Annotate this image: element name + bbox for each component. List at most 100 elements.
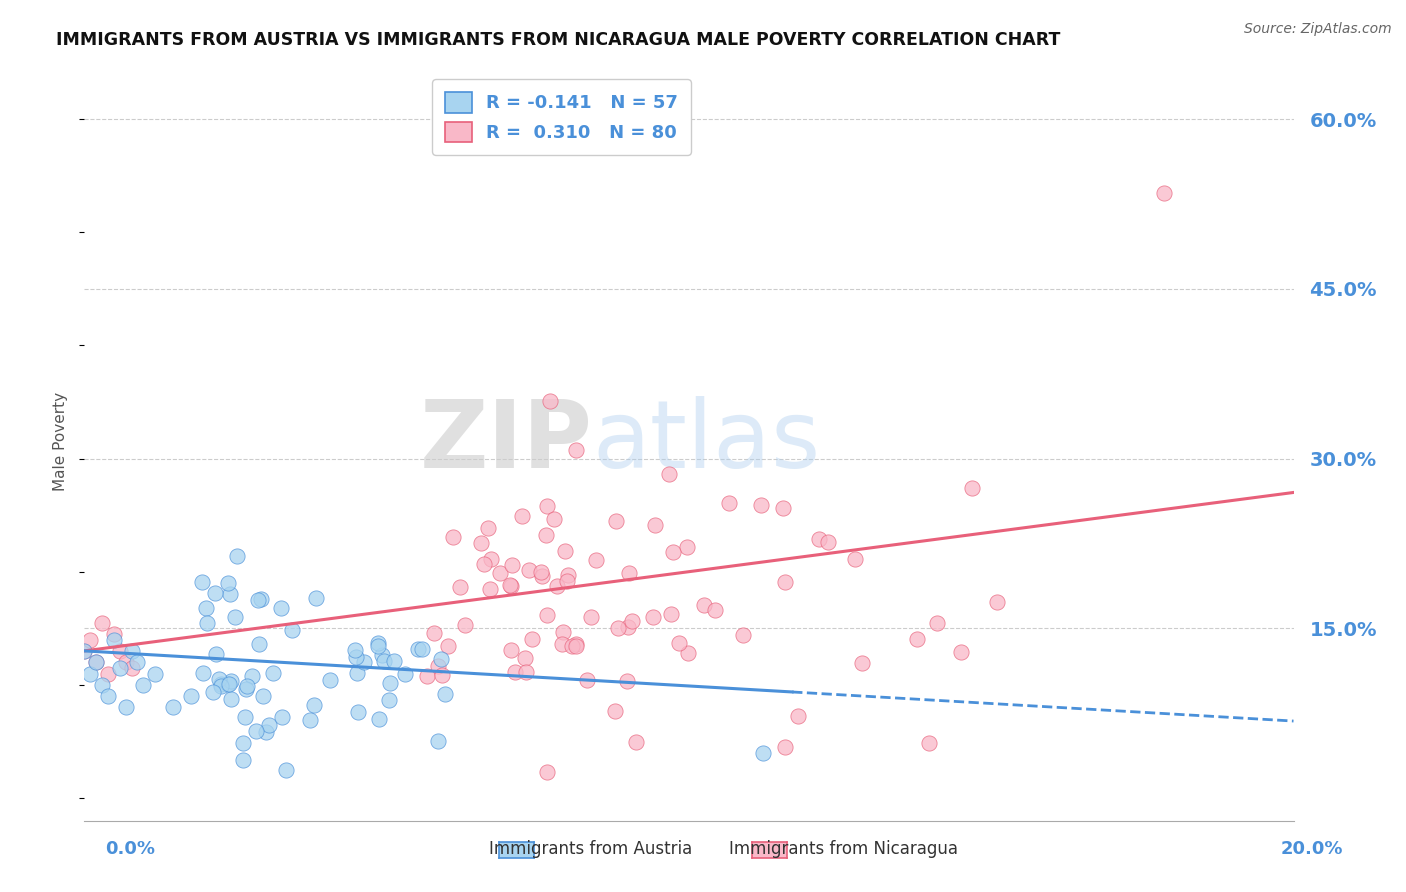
Point bbox=[262, 666, 284, 681]
Point bbox=[717, 495, 740, 509]
Point bbox=[406, 642, 429, 657]
Point bbox=[73, 644, 96, 658]
Point bbox=[299, 713, 322, 727]
Point bbox=[235, 682, 257, 697]
Point bbox=[515, 665, 537, 680]
Point bbox=[503, 665, 526, 679]
Text: atlas: atlas bbox=[592, 395, 821, 488]
Point bbox=[605, 704, 627, 718]
Point bbox=[254, 725, 277, 739]
Point bbox=[605, 514, 627, 528]
Point bbox=[319, 673, 342, 688]
Point bbox=[565, 442, 588, 457]
Point bbox=[368, 712, 391, 726]
Point bbox=[108, 644, 131, 658]
Point bbox=[844, 551, 866, 566]
Point bbox=[786, 708, 808, 723]
Y-axis label: Male Poverty: Male Poverty bbox=[53, 392, 69, 491]
Point bbox=[79, 632, 101, 647]
Point bbox=[773, 575, 796, 590]
Point bbox=[693, 599, 716, 613]
Point bbox=[644, 517, 666, 532]
Point bbox=[441, 530, 464, 544]
Point bbox=[751, 746, 773, 760]
Point bbox=[224, 610, 246, 624]
Point bbox=[226, 549, 249, 564]
Point bbox=[606, 621, 628, 635]
Point bbox=[731, 627, 754, 641]
Point bbox=[235, 710, 257, 724]
Point bbox=[209, 680, 232, 694]
Point bbox=[209, 677, 232, 691]
Point bbox=[143, 666, 166, 681]
Point bbox=[103, 632, 125, 647]
Point bbox=[905, 632, 928, 646]
Point bbox=[353, 655, 375, 669]
Point bbox=[659, 607, 682, 621]
Point bbox=[520, 632, 543, 647]
Point bbox=[817, 535, 839, 549]
Point bbox=[162, 700, 184, 714]
Point bbox=[581, 609, 603, 624]
Text: Immigrants from Nicaragua: Immigrants from Nicaragua bbox=[730, 840, 957, 858]
Point bbox=[217, 576, 239, 591]
Point bbox=[97, 689, 120, 703]
Point bbox=[232, 736, 254, 750]
Point bbox=[621, 614, 644, 628]
Point bbox=[108, 661, 131, 675]
Point bbox=[191, 575, 214, 590]
Point bbox=[564, 639, 586, 653]
Text: ZIP: ZIP bbox=[419, 395, 592, 488]
Point bbox=[619, 566, 641, 580]
Point bbox=[749, 499, 772, 513]
Point bbox=[217, 677, 239, 691]
Point bbox=[477, 520, 499, 534]
Point bbox=[536, 499, 558, 513]
Point bbox=[377, 693, 399, 707]
Point bbox=[543, 512, 565, 526]
Point bbox=[529, 565, 551, 579]
Point bbox=[73, 644, 96, 658]
Point bbox=[427, 659, 450, 673]
Point bbox=[257, 718, 280, 732]
Point bbox=[378, 676, 401, 690]
Point bbox=[422, 626, 444, 640]
Point bbox=[536, 607, 558, 622]
Point bbox=[454, 618, 477, 632]
Point bbox=[851, 656, 873, 670]
Point bbox=[662, 545, 685, 559]
Point bbox=[950, 645, 973, 659]
Point bbox=[343, 642, 366, 657]
Point bbox=[367, 635, 389, 649]
Point bbox=[250, 592, 273, 607]
Point bbox=[114, 655, 136, 669]
Point bbox=[517, 563, 540, 577]
Point bbox=[658, 467, 681, 482]
Point bbox=[271, 710, 294, 724]
Point bbox=[479, 551, 502, 566]
Point bbox=[382, 654, 405, 668]
Point bbox=[245, 723, 267, 738]
Point bbox=[416, 668, 439, 682]
Point bbox=[252, 689, 274, 703]
Point bbox=[270, 600, 292, 615]
Point bbox=[394, 666, 416, 681]
Point bbox=[221, 673, 243, 688]
Point bbox=[551, 637, 574, 651]
Point bbox=[807, 532, 830, 546]
Point bbox=[704, 603, 727, 617]
Point bbox=[371, 648, 394, 662]
Point bbox=[616, 674, 638, 689]
Point bbox=[367, 639, 389, 653]
Point bbox=[121, 644, 143, 658]
Point bbox=[205, 647, 228, 661]
Point bbox=[121, 661, 143, 675]
Point bbox=[616, 620, 638, 634]
Point bbox=[247, 637, 270, 651]
Point bbox=[470, 535, 492, 549]
Point bbox=[274, 763, 297, 777]
Point bbox=[91, 615, 114, 630]
Point bbox=[561, 639, 583, 653]
Point bbox=[449, 580, 471, 594]
Point bbox=[499, 578, 522, 592]
